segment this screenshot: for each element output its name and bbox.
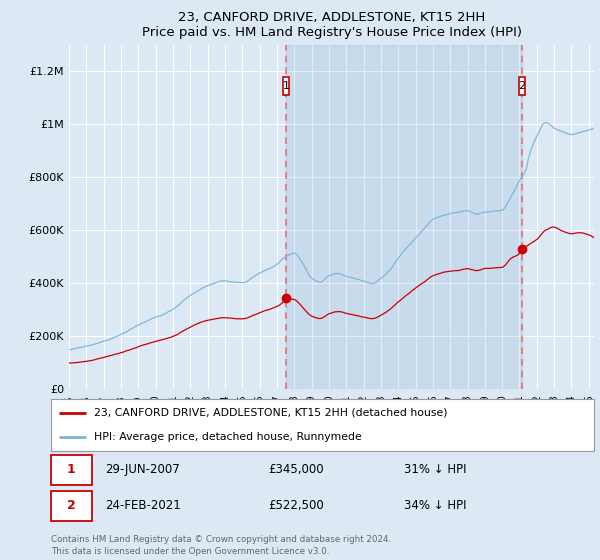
FancyBboxPatch shape xyxy=(51,455,92,485)
Bar xyxy=(286,45,522,389)
Text: 24-FEB-2021: 24-FEB-2021 xyxy=(106,499,181,512)
Text: 2: 2 xyxy=(518,81,526,91)
Text: HPI: Average price, detached house, Runnymede: HPI: Average price, detached house, Runn… xyxy=(94,432,362,442)
FancyBboxPatch shape xyxy=(283,77,289,95)
Text: Contains HM Land Registry data © Crown copyright and database right 2024.
This d: Contains HM Land Registry data © Crown c… xyxy=(51,535,391,556)
Text: 23, CANFORD DRIVE, ADDLESTONE, KT15 2HH (detached house): 23, CANFORD DRIVE, ADDLESTONE, KT15 2HH … xyxy=(94,408,448,418)
Text: 31% ↓ HPI: 31% ↓ HPI xyxy=(404,463,466,477)
Text: £345,000: £345,000 xyxy=(268,463,324,477)
Text: 2: 2 xyxy=(67,499,76,512)
FancyBboxPatch shape xyxy=(51,491,92,521)
Text: £522,500: £522,500 xyxy=(268,499,324,512)
FancyBboxPatch shape xyxy=(519,77,525,95)
Title: 23, CANFORD DRIVE, ADDLESTONE, KT15 2HH
Price paid vs. HM Land Registry's House : 23, CANFORD DRIVE, ADDLESTONE, KT15 2HH … xyxy=(142,11,521,39)
Text: 1: 1 xyxy=(283,81,290,91)
Text: 29-JUN-2007: 29-JUN-2007 xyxy=(106,463,180,477)
Text: 34% ↓ HPI: 34% ↓ HPI xyxy=(404,499,466,512)
Text: 1: 1 xyxy=(67,463,76,477)
